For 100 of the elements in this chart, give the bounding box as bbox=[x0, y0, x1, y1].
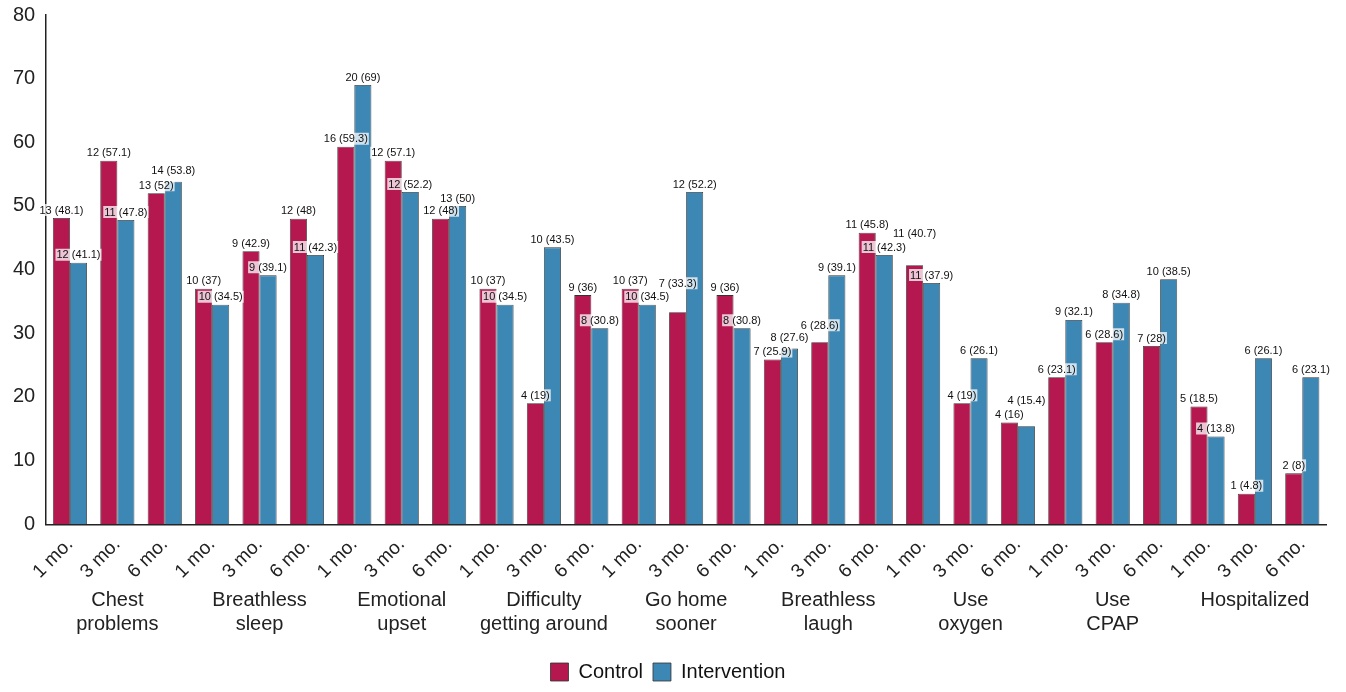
x-tick-label: 3 mo. bbox=[359, 533, 409, 582]
x-tick-label: 1 mo. bbox=[1023, 533, 1072, 582]
legend-label: Control bbox=[578, 659, 643, 682]
data-label: 10 (38.5) bbox=[1146, 264, 1191, 277]
x-tick-label: 3 mo. bbox=[928, 533, 978, 582]
y-tick-label: 40 bbox=[13, 257, 36, 280]
data-label: 4 (19) bbox=[521, 388, 550, 401]
data-label: 4 (19) bbox=[947, 388, 977, 401]
data-label: 8 (30.8) bbox=[580, 313, 619, 326]
data-label: 12 (57.1) bbox=[371, 146, 416, 159]
x-tick-label: 6 mo. bbox=[122, 533, 172, 582]
data-label: 11 (42.3) bbox=[293, 240, 338, 253]
x-tick-label: 6 mo. bbox=[407, 533, 456, 582]
data-label: 12 (41.1) bbox=[56, 248, 101, 261]
text: Use CPAP bbox=[1086, 587, 1140, 634]
y-tick-label: 70 bbox=[13, 66, 36, 89]
x-tick-label: 6 mo. bbox=[265, 533, 314, 582]
data-label: 10 (43.5) bbox=[530, 232, 575, 245]
data-label: 6 (23.1) bbox=[1037, 362, 1076, 375]
x-tick-label: 3 mo. bbox=[1070, 533, 1120, 582]
data-label: 11 (40.7) bbox=[892, 226, 937, 239]
data-label: 9 (36) bbox=[710, 280, 740, 293]
data-label: 8 (34.8) bbox=[1102, 288, 1141, 301]
x-tick-label: 1 mo. bbox=[170, 533, 219, 582]
x-tick-label: 3 mo. bbox=[786, 533, 835, 582]
data-label: 12 (52.2) bbox=[388, 177, 433, 190]
y-tick-label: 30 bbox=[13, 320, 36, 343]
y-tick-label: 60 bbox=[13, 129, 36, 152]
data-label: 10 (37) bbox=[612, 274, 648, 287]
x-tick-label: 6 mo. bbox=[833, 533, 883, 582]
legend-label: Intervention bbox=[680, 659, 786, 682]
data-label: 8 (30.8) bbox=[723, 313, 762, 326]
text: Chest problems bbox=[76, 587, 159, 634]
x-tick-label: 6 mo. bbox=[1118, 533, 1167, 582]
data-label: 14 (53.8) bbox=[151, 164, 196, 177]
x-tick-label: 1 mo. bbox=[28, 533, 77, 582]
y-tick-label: 10 bbox=[13, 448, 36, 471]
y-tick-label: 20 bbox=[13, 384, 36, 407]
data-label: 7 (33.3) bbox=[658, 276, 697, 289]
x-tick-label: 3 mo. bbox=[644, 533, 693, 582]
data-label: 9 (42.9) bbox=[232, 236, 270, 249]
data-label: 16 (59.3) bbox=[323, 132, 368, 145]
data-label: 6 (26.1) bbox=[960, 343, 999, 356]
text: Use oxygen bbox=[938, 587, 1003, 634]
data-label: 12 (48) bbox=[423, 204, 459, 217]
x-tick-label: 1 mo. bbox=[738, 533, 788, 582]
x-tick-label: 1 mo. bbox=[881, 533, 930, 582]
text: Hospitalized bbox=[1200, 587, 1310, 610]
text: Go home sooner bbox=[644, 587, 728, 634]
y-tick-label: 0 bbox=[24, 511, 36, 534]
x-tick-label: 3 mo. bbox=[502, 533, 551, 582]
data-label: 10 (34.5) bbox=[625, 290, 670, 303]
data-label: 10 (34.5) bbox=[483, 290, 528, 303]
data-label: 10 (37) bbox=[470, 274, 506, 287]
data-label: 11 (37.9) bbox=[910, 268, 954, 281]
x-tick-label: 1 mo. bbox=[596, 533, 646, 582]
data-label: 11 (42.3) bbox=[862, 240, 906, 253]
data-label: 4 (13.8) bbox=[1197, 421, 1235, 434]
data-label: 6 (28.6) bbox=[800, 318, 839, 331]
x-tick-label: 1 mo. bbox=[454, 533, 504, 582]
data-label: 9 (32.1) bbox=[1054, 305, 1093, 318]
x-tick-label: 6 mo. bbox=[1260, 533, 1309, 582]
x-tick-label: 3 mo. bbox=[1212, 533, 1262, 582]
data-label: 10 (34.5) bbox=[198, 290, 243, 303]
data-label: 6 (26.1) bbox=[1244, 343, 1283, 356]
text: Breathless laugh bbox=[781, 587, 876, 634]
data-label: 6 (28.6) bbox=[1085, 327, 1124, 340]
x-tick-label: 6 mo. bbox=[691, 533, 741, 582]
data-label: 11 (45.8) bbox=[845, 218, 889, 231]
data-label: 13 (50) bbox=[440, 191, 476, 204]
x-tick-label: 1 mo. bbox=[312, 533, 361, 582]
data-label: 20 (69) bbox=[345, 70, 381, 83]
data-label: 8 (27.6) bbox=[770, 331, 809, 344]
data-label: 12 (52.2) bbox=[672, 177, 717, 190]
data-label: 6 (23.1) bbox=[1291, 362, 1330, 375]
x-tick-label: 3 mo. bbox=[217, 533, 267, 582]
data-label: 4 (15.4) bbox=[1007, 393, 1046, 406]
data-label: 4 (16) bbox=[995, 407, 1024, 420]
y-tick-label: 50 bbox=[13, 193, 36, 216]
data-label: 12 (57.1) bbox=[86, 146, 131, 159]
data-label: 11 (47.8) bbox=[104, 205, 148, 218]
data-label: 7 (25.9) bbox=[753, 344, 792, 357]
y-tick-label: 80 bbox=[13, 2, 36, 25]
data-label: 1 (4.8) bbox=[1230, 479, 1263, 492]
data-label: 5 (18.5) bbox=[1180, 392, 1218, 405]
text: Difficulty getting around bbox=[479, 587, 608, 634]
x-tick-label: 6 mo. bbox=[549, 533, 598, 582]
data-label: 2 (8) bbox=[1282, 458, 1306, 471]
text: Breathless sleep bbox=[212, 587, 307, 634]
data-label: 9 (36) bbox=[568, 280, 598, 293]
x-tick-label: 1 mo. bbox=[1165, 533, 1215, 582]
data-label: 13 (52) bbox=[138, 178, 174, 191]
data-label: 9 (39.1) bbox=[249, 260, 288, 273]
data-label: 12 (48) bbox=[280, 204, 316, 217]
data-label: 9 (39.1) bbox=[817, 260, 856, 273]
data-label: 7 (28) bbox=[1137, 331, 1166, 344]
x-tick-label: 6 mo. bbox=[975, 533, 1025, 582]
text: Emotional upset bbox=[357, 587, 447, 634]
x-tick-label: 3 mo. bbox=[75, 533, 124, 582]
data-label: 13 (48.1) bbox=[39, 203, 84, 216]
